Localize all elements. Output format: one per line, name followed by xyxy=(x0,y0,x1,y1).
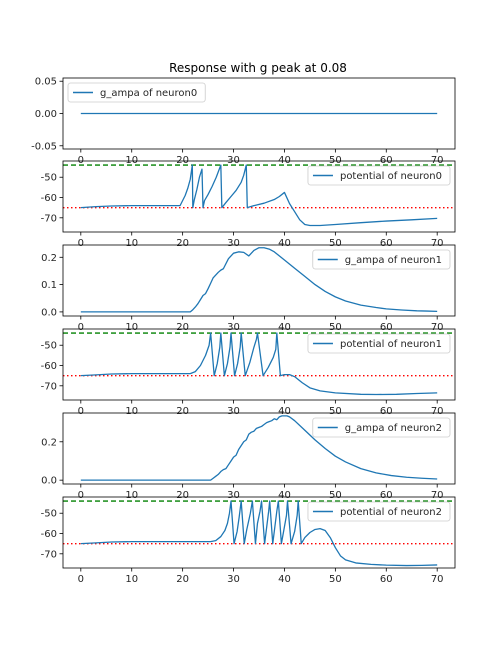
x-tick-label: 60 xyxy=(380,574,393,585)
x-tick-label: 40 xyxy=(278,490,291,501)
y-tick-label: -70 xyxy=(41,381,57,392)
x-tick-label: 20 xyxy=(176,490,189,501)
panel-3: 0.0 0.1 0.2 0 10 20 30 40 50 60 70 g_ampa of neuron… xyxy=(41,244,456,333)
legend-box xyxy=(307,333,451,354)
y-tick-label: -70 xyxy=(41,549,57,560)
x-tick-label: 0 xyxy=(78,322,84,333)
x-tick-label: 0 xyxy=(78,238,84,249)
x-tick-label: 10 xyxy=(125,574,138,585)
x-tick-label: 70 xyxy=(431,155,444,166)
legend-label: g_ampa of neuron0 xyxy=(100,88,197,99)
x-tick-label: 60 xyxy=(380,322,393,333)
series-line xyxy=(80,247,438,313)
x-tick-label: 10 xyxy=(125,406,138,417)
panel-5: 0.0 0.2 0 10 20 30 40 50 60 70 g_ampa of neuron2 xyxy=(41,412,456,501)
legend-box xyxy=(67,82,206,103)
x-tick-label: 10 xyxy=(125,490,138,501)
axes-frame xyxy=(62,244,456,317)
panel-6: -70 -60 -50 0 10 20 30 40 50 60 70 potential of neu… xyxy=(41,496,456,585)
x-tick-label: 10 xyxy=(125,155,138,166)
panel-4: -70 -60 -50 0 10 20 30 40 50 60 70 potential of neu… xyxy=(41,328,456,417)
x-tick-label: 70 xyxy=(431,238,444,249)
x-tick-label: 50 xyxy=(329,574,342,585)
y-tick-label: -50 xyxy=(41,341,57,352)
y-tick-label: 0.0 xyxy=(41,476,57,487)
x-tick-label: 50 xyxy=(329,238,342,249)
x-tick-label: 50 xyxy=(329,155,342,166)
x-tick-label: 0 xyxy=(78,406,84,417)
x-tick-label: 60 xyxy=(380,155,393,166)
x-tick-label: 30 xyxy=(227,490,240,501)
x-tick-label: 20 xyxy=(176,238,189,249)
legend-label: g_ampa of neuron1 xyxy=(345,255,442,266)
y-tick-label: 0.2 xyxy=(41,437,57,448)
x-tick-label: 60 xyxy=(380,490,393,501)
chart-title: Response with g peak at 0.08 xyxy=(169,61,347,75)
axes-frame xyxy=(62,160,456,233)
y-tick-label: -50 xyxy=(41,509,57,520)
legend-box xyxy=(312,417,451,438)
legend-label: potential of neuron0 xyxy=(340,171,442,182)
x-tick-label: 20 xyxy=(176,574,189,585)
x-tick-label: 0 xyxy=(78,490,84,501)
series-line xyxy=(80,500,438,567)
series-line xyxy=(80,415,438,481)
legend-label: potential of neuron2 xyxy=(340,507,442,518)
legend-label: g_ampa of neuron2 xyxy=(345,423,442,434)
x-tick-label: 40 xyxy=(278,574,291,585)
x-tick-label: 70 xyxy=(431,322,444,333)
y-tick-label: 0.0 xyxy=(41,307,57,318)
x-tick-label: 10 xyxy=(125,238,138,249)
y-tick-label: 0.2 xyxy=(41,253,57,264)
legend-box xyxy=(307,501,451,522)
x-tick-label: 0 xyxy=(78,574,84,585)
x-tick-label: 50 xyxy=(329,490,342,501)
x-tick-label: 40 xyxy=(278,322,291,333)
y-tick-label: -70 xyxy=(41,213,57,224)
legend-box xyxy=(312,249,451,270)
x-tick-label: 70 xyxy=(431,574,444,585)
y-tick-label: 0.05 xyxy=(35,77,57,88)
y-tick-label: -50 xyxy=(41,173,57,184)
x-tick-label: 40 xyxy=(278,155,291,166)
x-tick-label: 40 xyxy=(278,238,291,249)
legend-box xyxy=(307,165,451,186)
x-tick-label: 30 xyxy=(227,406,240,417)
x-tick-label: 60 xyxy=(380,406,393,417)
y-tick-label: -0.05 xyxy=(31,141,57,152)
x-tick-label: 50 xyxy=(329,322,342,333)
axes-frame xyxy=(62,412,456,485)
x-tick-label: 30 xyxy=(227,238,240,249)
x-tick-label: 60 xyxy=(380,238,393,249)
y-tick-label: -60 xyxy=(41,361,57,372)
x-tick-label: 30 xyxy=(227,155,240,166)
x-tick-label: 20 xyxy=(176,155,189,166)
x-tick-label: 50 xyxy=(329,406,342,417)
axes-frame xyxy=(62,328,456,401)
y-tick-label: -60 xyxy=(41,529,57,540)
x-tick-label: 20 xyxy=(176,322,189,333)
x-tick-label: 30 xyxy=(227,322,240,333)
y-tick-label: -60 xyxy=(41,193,57,204)
legend-label: potential of neuron1 xyxy=(340,339,442,350)
panel-2: -70 -60 -50 0 10 20 30 40 50 60 70 potential of neu… xyxy=(41,160,456,249)
series-line xyxy=(80,332,438,396)
x-tick-label: 10 xyxy=(125,322,138,333)
axes-frame xyxy=(62,496,456,569)
series-line xyxy=(80,164,438,227)
x-tick-label: 70 xyxy=(431,490,444,501)
x-tick-label: 40 xyxy=(278,406,291,417)
x-tick-label: 20 xyxy=(176,406,189,417)
x-tick-label: 70 xyxy=(431,406,444,417)
x-tick-label: 0 xyxy=(78,155,84,166)
panel-1: -0.05 0.00 0.05 0 10 20 30 40 50 60 70 g_ampa of ne… xyxy=(31,77,456,166)
x-tick-label: 30 xyxy=(227,574,240,585)
y-tick-label: 0.00 xyxy=(35,109,57,120)
y-tick-label: 0.1 xyxy=(41,280,57,291)
